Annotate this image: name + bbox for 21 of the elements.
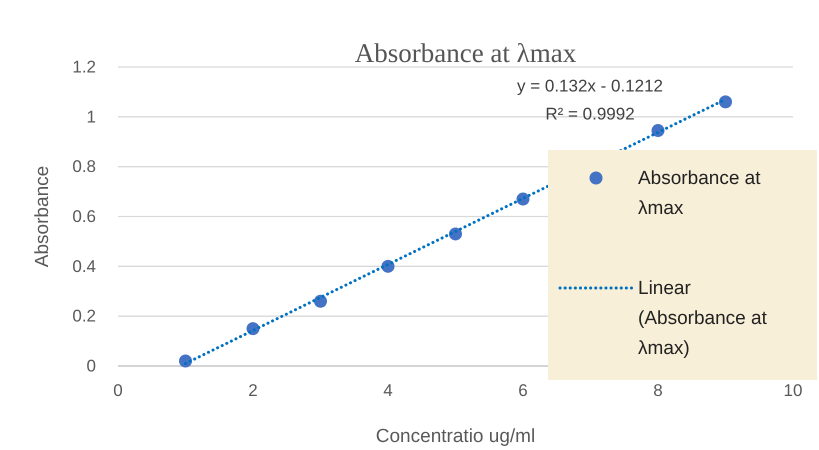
x-tick-label: 8 — [653, 381, 663, 400]
x-tick-label: 4 — [383, 381, 393, 400]
point — [719, 95, 732, 108]
x-tick-label: 10 — [784, 381, 802, 400]
y-tick-label: 0.2 — [72, 306, 96, 326]
legend-label: Absorbance at λmax — [638, 168, 762, 218]
y-tick-label: 0 — [86, 356, 96, 376]
y-tick-label: 1 — [86, 107, 96, 126]
x-tick-label: 6 — [518, 381, 528, 400]
y-tick-label: 0.4 — [72, 256, 96, 276]
annotation: R² = 0.9992 — [545, 104, 635, 124]
x-axis-title: Concentratio ug/ml — [376, 426, 536, 447]
y-tick-label: 0.6 — [72, 207, 96, 226]
x-tick-label: 0 — [113, 381, 123, 400]
legend-label: Linear (Absorbance at λmax) — [638, 278, 768, 358]
chart-title: Absorbance at λmax — [354, 38, 577, 68]
y-axis-title: Absorbance — [32, 166, 53, 268]
annotation: y = 0.132x - 0.1212 — [516, 76, 664, 96]
y-tick-label: 0.8 — [72, 157, 96, 176]
y-tick-label: 1.2 — [72, 58, 96, 76]
x-tick-label: 2 — [248, 381, 258, 400]
